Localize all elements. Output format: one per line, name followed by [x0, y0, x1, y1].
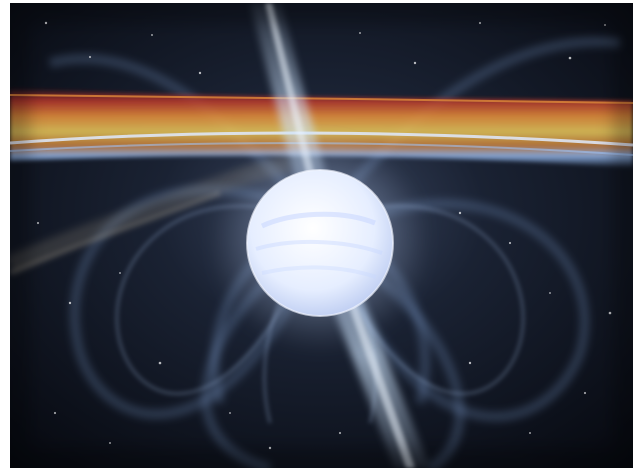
pulsar-illustration: [10, 3, 633, 468]
neutron-star-icon: [246, 169, 394, 317]
pulsar-svg: [10, 3, 633, 468]
